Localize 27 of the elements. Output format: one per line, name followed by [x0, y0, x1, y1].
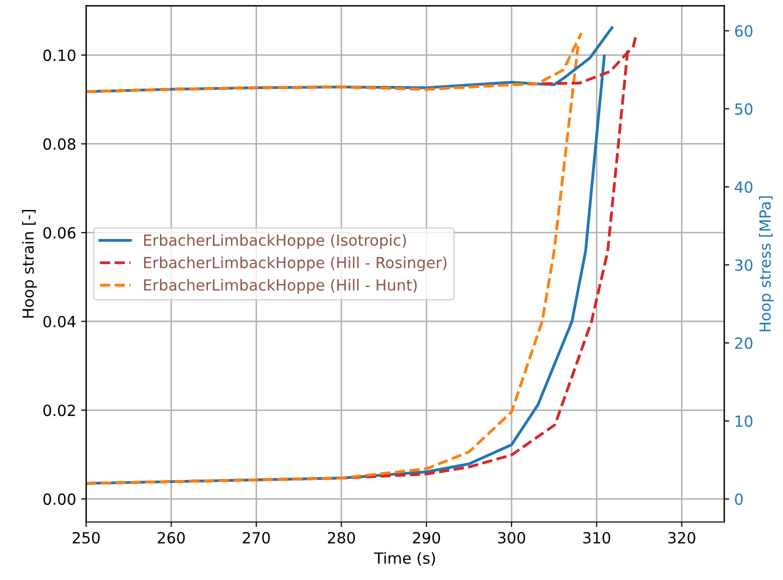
y2-tick-label: 0	[735, 493, 743, 505]
x-tick-label: 280	[328, 532, 355, 544]
legend-label: ErbacherLimbackHoppe (Hill - Hunt)	[144, 278, 417, 294]
y2-axis-title: Hoop stress [MPa]	[758, 196, 774, 332]
y-tick-label: 0.10	[43, 50, 76, 62]
y-tick-label: 0.06	[43, 227, 76, 239]
y-tick-label: 0.00	[43, 493, 76, 505]
y2-tick-label: 40	[734, 181, 752, 193]
y2-tick-label: 10	[736, 415, 752, 427]
y2-tick-label: 30	[735, 259, 752, 271]
x-tick-label: 250	[72, 532, 100, 544]
x-tick-label: 320	[668, 532, 696, 544]
x-axis-title: Time (s)	[374, 552, 435, 566]
x-tick-label: 270	[242, 532, 270, 544]
y2-tick-label: 50	[735, 103, 752, 115]
x-tick-label: 310	[583, 532, 610, 544]
x-tick-label: 260	[158, 532, 185, 544]
legend-label: ErbacherLimbackHoppe (Hill - Rosinger)	[144, 256, 446, 272]
x-tick-label: 300	[498, 532, 526, 544]
legend-label: ErbacherLimbackHoppe (Isotropic)	[144, 234, 406, 249]
y-tick-label: 0.04	[43, 316, 76, 328]
y-tick-label: 0.08	[43, 138, 76, 150]
y-axis-title: Hoop strain [-]	[22, 210, 37, 318]
y-tick-label: 0.02	[43, 404, 75, 416]
y2-tick-label: 20	[735, 337, 752, 349]
x-tick-label: 290	[413, 532, 440, 544]
y2-tick-label: 60	[735, 25, 752, 37]
